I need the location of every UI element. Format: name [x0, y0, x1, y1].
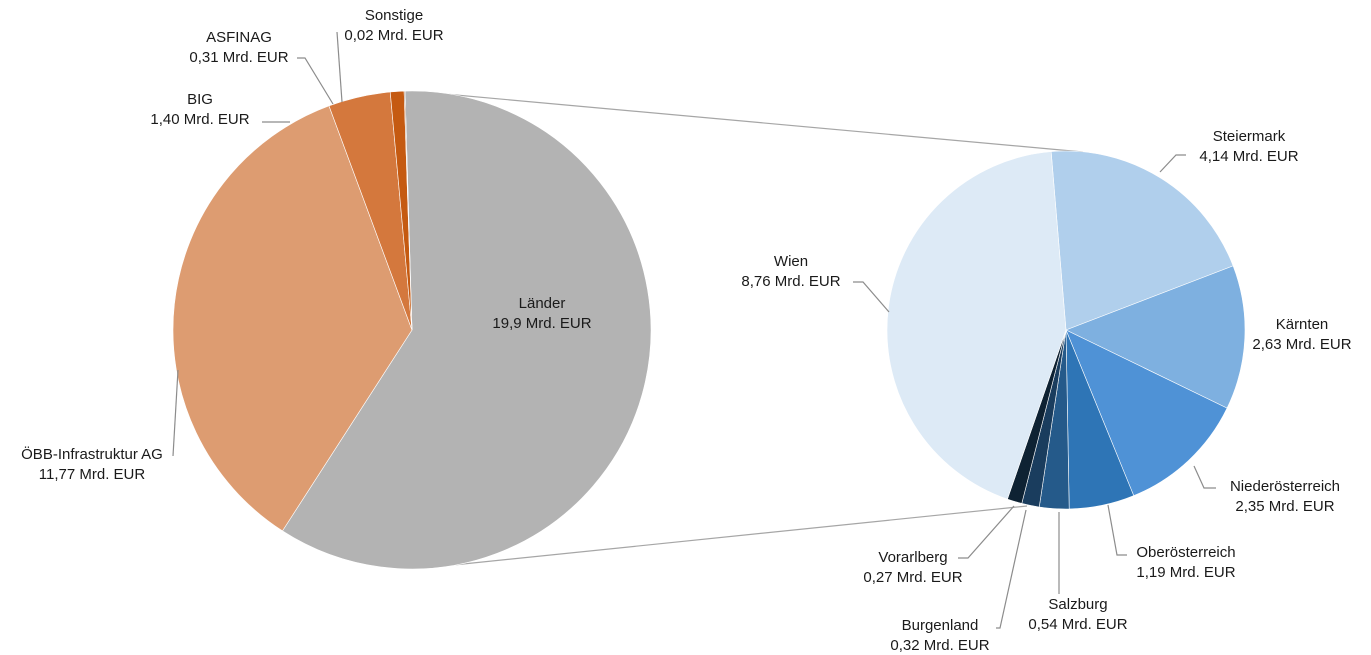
value-niederosterreich: 2,35 Mrd. EUR	[1235, 498, 1334, 515]
label-burgenland: Burgenland	[902, 617, 979, 634]
value-wien: 8,76 Mrd. EUR	[741, 273, 840, 290]
leader-niederosterreich	[1193, 465, 1216, 489]
value-steiermark: 4,14 Mrd. EUR	[1199, 148, 1298, 165]
label-niederosterreich: Niederösterreich	[1230, 478, 1340, 495]
value-vorarlberg: 0,27 Mrd. EUR	[863, 569, 962, 586]
leader-asfinag	[297, 57, 334, 105]
value-karnten: 2,63 Mrd. EUR	[1252, 336, 1351, 353]
label-obb-infrastruktur-ag: ÖBB-Infrastruktur AG	[21, 445, 163, 463]
slice-wien	[886, 151, 1067, 500]
slice-sonstige	[403, 90, 413, 331]
value-obb-infrastruktur-ag: 11,77 Mrd. EUR	[39, 466, 146, 483]
label-sonstige: Sonstige	[365, 7, 423, 24]
leader-burgenland	[996, 509, 1027, 629]
leader-vorarlberg	[958, 505, 1015, 559]
leader-wien	[853, 281, 890, 313]
leader-steiermark	[1159, 154, 1186, 173]
leader-lines	[172, 31, 1216, 629]
value-lander: 19,9 Mrd. EUR	[492, 315, 591, 332]
main-pie	[172, 90, 652, 570]
secondary-pie	[886, 150, 1246, 510]
connector-bottom	[433, 505, 1028, 568]
label-wien: Wien	[774, 253, 808, 270]
connector-top	[433, 92, 1084, 153]
slice-karnten	[1065, 265, 1246, 409]
label-karnten: Kärnten	[1276, 316, 1329, 333]
leader-oberosterreich	[1107, 504, 1127, 556]
label-big: BIG	[187, 91, 213, 108]
value-burgenland: 0,32 Mrd. EUR	[890, 637, 989, 654]
slice-steiermark	[1050, 150, 1234, 331]
connector-lines	[433, 92, 1084, 568]
label-lander: Länder	[519, 295, 566, 312]
data-labels: Länder 19,9 Mrd. EUR ÖBB-Infrastruktur AG 1…	[21, 7, 1352, 654]
label-vorarlberg: Vorarlberg	[878, 549, 947, 566]
leader-obb-infrastruktur-ag	[172, 369, 179, 457]
label-salzburg: Salzburg	[1048, 596, 1107, 613]
value-sonstige: 0,02 Mrd. EUR	[344, 27, 443, 44]
label-oberosterreich: Oberösterreich	[1136, 544, 1235, 561]
value-big: 1,40 Mrd. EUR	[150, 111, 249, 128]
label-asfinag: ASFINAG	[206, 29, 272, 46]
slice-niederosterreich	[1065, 329, 1228, 497]
value-asfinag: 0,31 Mrd. EUR	[189, 49, 288, 66]
slice-obb-infrastruktur-ag	[172, 105, 413, 532]
value-oberosterreich: 1,19 Mrd. EUR	[1136, 564, 1235, 581]
label-steiermark: Steiermark	[1213, 128, 1286, 145]
value-salzburg: 0,54 Mrd. EUR	[1028, 616, 1127, 633]
slice-lander	[282, 90, 652, 570]
leader-sonstige	[336, 31, 343, 103]
